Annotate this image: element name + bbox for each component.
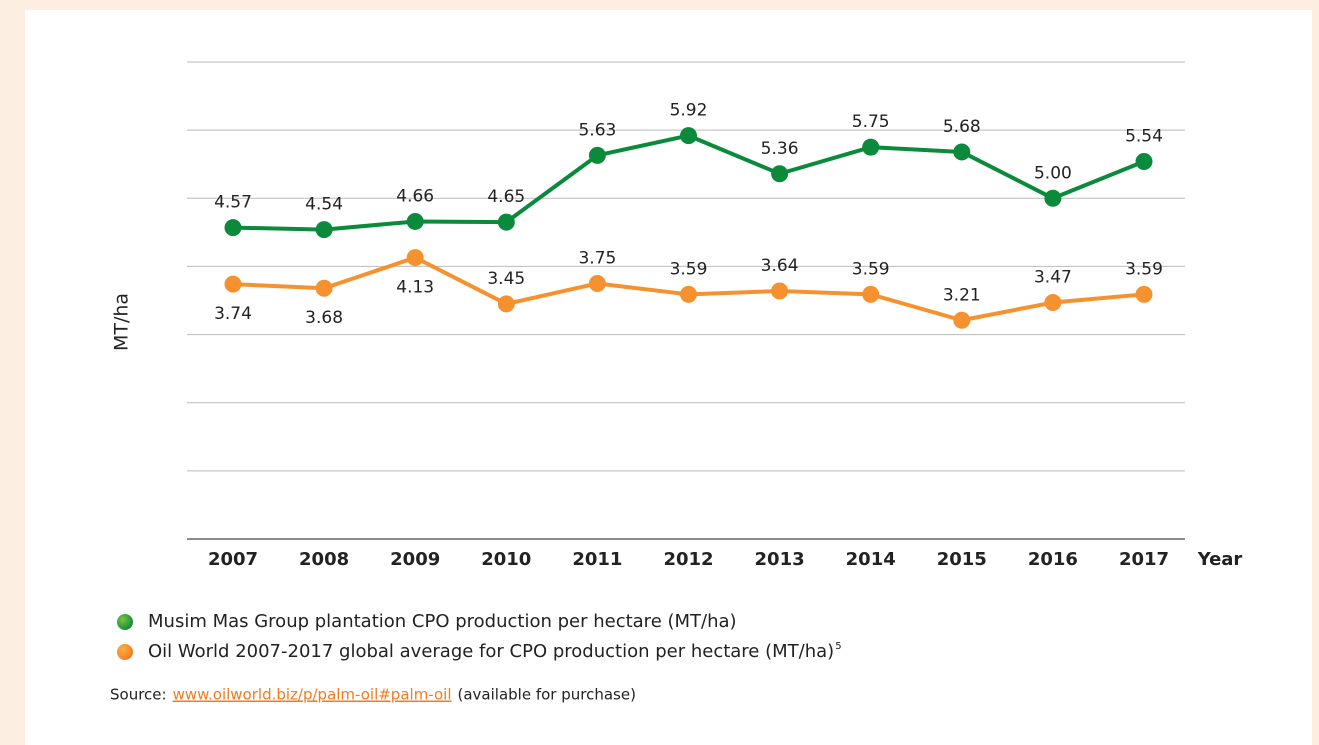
data-label: 5.68 (943, 117, 981, 137)
data-point (315, 279, 333, 297)
data-label: 3.74 (214, 304, 252, 324)
x-tick-label: 2012 (663, 549, 713, 570)
data-point (406, 249, 424, 267)
data-label: 5.54 (1125, 126, 1163, 146)
data-label: 3.45 (487, 269, 525, 289)
data-label: 3.59 (1125, 259, 1163, 279)
data-label: 4.57 (214, 193, 252, 213)
legend-label: Oil World 2007-2017 global average for C… (148, 641, 834, 662)
data-point (680, 127, 697, 145)
data-label: 3.59 (670, 259, 708, 279)
data-point (862, 138, 880, 156)
data-point (862, 285, 880, 303)
data-point (1135, 285, 1153, 303)
data-label: 5.75 (852, 112, 890, 132)
x-tick-label: 2014 (846, 549, 896, 570)
data-label: 5.00 (1034, 163, 1072, 183)
x-tick-label: 2016 (1028, 549, 1078, 570)
x-tick-label: 2009 (390, 549, 440, 570)
source-prefix: Source: (110, 686, 167, 704)
data-label: 3.47 (1034, 268, 1072, 288)
legend-marker (117, 614, 133, 630)
x-tick-label: 2013 (755, 549, 805, 570)
data-point (224, 219, 242, 237)
x-tick-label: 2017 (1119, 549, 1169, 570)
data-point (771, 165, 789, 183)
data-label: 5.36 (761, 139, 799, 159)
data-label: 5.92 (670, 101, 708, 121)
data-label: 3.21 (943, 285, 981, 305)
y-axis-label: MT/ha (111, 293, 133, 351)
data-label: 3.59 (852, 259, 890, 279)
data-point (406, 212, 424, 230)
source-note: (available for purchase) (458, 686, 636, 704)
x-tick-label: 2007 (208, 549, 258, 570)
x-axis-label: Year (1197, 549, 1243, 570)
data-label: 4.13 (396, 278, 434, 298)
x-tick-label: 2011 (572, 549, 622, 570)
x-tick-label: 2015 (937, 549, 987, 570)
data-point (771, 282, 789, 300)
x-tick-label: 2010 (481, 549, 531, 570)
data-point (953, 143, 971, 161)
data-point (1044, 294, 1062, 312)
legend-marker (117, 644, 133, 660)
legend-footnote: 5 (835, 641, 841, 652)
data-label: 3.68 (305, 308, 343, 328)
data-point (588, 146, 606, 164)
data-label: 5.63 (578, 120, 616, 140)
data-label: 3.64 (761, 256, 799, 276)
legend-label: Musim Mas Group plantation CPO productio… (148, 611, 737, 632)
source-link[interactable]: www.oilworld.biz/p/palm-oil#palm-oil (173, 686, 452, 704)
data-label: 3.75 (578, 248, 616, 268)
data-point (588, 274, 606, 292)
data-label: 4.65 (487, 187, 525, 207)
data-point (315, 221, 333, 239)
data-point (1044, 189, 1062, 207)
card (25, 10, 1312, 745)
data-point (224, 275, 242, 293)
data-point (497, 213, 515, 231)
data-point (680, 285, 697, 303)
data-point (1135, 152, 1153, 170)
data-label: 4.54 (305, 195, 343, 215)
data-point (953, 311, 971, 329)
data-point (497, 295, 515, 313)
data-label: 4.66 (396, 186, 434, 206)
x-tick-label: 2008 (299, 549, 349, 570)
